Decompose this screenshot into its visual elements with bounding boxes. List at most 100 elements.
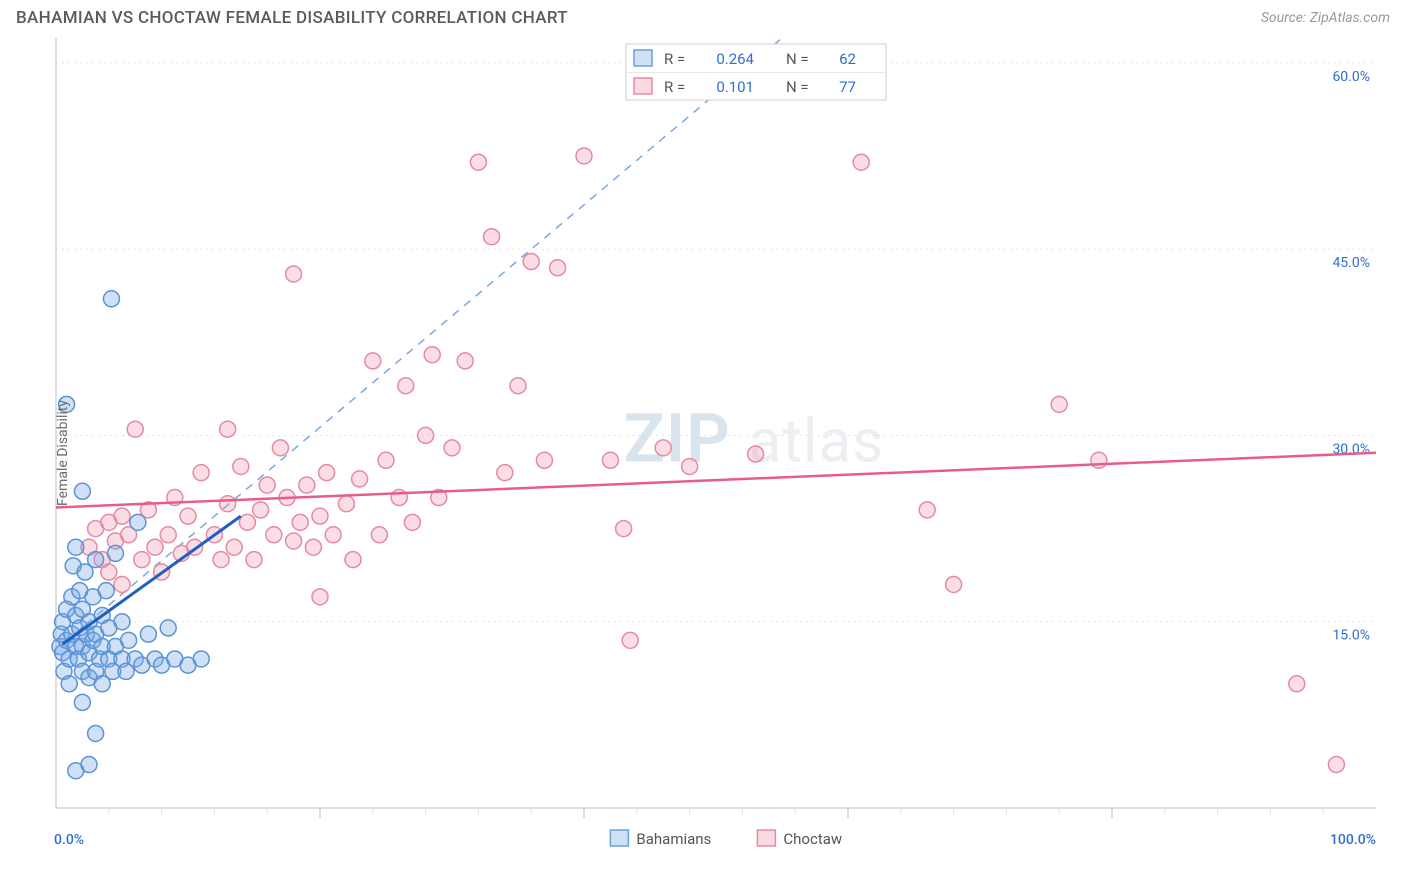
y-axis-label: Female Disability [55, 400, 71, 506]
legend-swatch [610, 830, 628, 846]
scatter-point-choctaw [622, 632, 638, 648]
scatter-point-choctaw [946, 576, 962, 592]
scatter-point-choctaw [576, 148, 592, 164]
scatter-point-choctaw [682, 458, 698, 474]
scatter-point-choctaw [233, 458, 249, 474]
scatter-point-choctaw [616, 521, 632, 537]
scatter-point-choctaw [444, 440, 460, 456]
scatter-point-bahamians [74, 483, 90, 499]
scatter-point-choctaw [655, 440, 671, 456]
scatter-point-choctaw [418, 427, 434, 443]
scatter-point-choctaw [484, 229, 500, 245]
scatter-point-bahamians [140, 626, 156, 642]
stat-n-label: N = [786, 50, 809, 68]
scatter-point-choctaw [220, 421, 236, 437]
scatter-point-choctaw [319, 465, 335, 481]
scatter-point-choctaw [312, 589, 328, 605]
scatter-point-bahamians [88, 725, 104, 741]
legend-label: Choctaw [783, 830, 842, 848]
scatter-point-bahamians [98, 583, 114, 599]
scatter-point-choctaw [510, 378, 526, 394]
stat-box: R = 0.264 N = 62 R = 0.101 N = 77 [626, 44, 886, 100]
scatter-point-bahamians [68, 539, 84, 555]
scatter-point-choctaw [919, 502, 935, 518]
scatter-point-choctaw [398, 378, 414, 394]
scatter-point-choctaw [550, 260, 566, 276]
scatter-point-choctaw [193, 465, 209, 481]
scatter-point-choctaw [272, 440, 288, 456]
legend-label: Bahamians [636, 830, 711, 848]
scatter-point-choctaw [352, 471, 368, 487]
scatter-point-bahamians [74, 694, 90, 710]
scatter-point-choctaw [1091, 452, 1107, 468]
scatter-point-bahamians [193, 651, 209, 667]
scatter-point-bahamians [130, 514, 146, 530]
scatter-point-bahamians [160, 620, 176, 636]
trendline-blue [63, 516, 241, 644]
scatter-point-choctaw [286, 266, 302, 282]
scatter-point-choctaw [523, 254, 539, 270]
scatter-point-choctaw [404, 514, 420, 530]
scatter-point-choctaw [1328, 757, 1344, 773]
scatter-point-choctaw [292, 514, 308, 530]
scatter-point-choctaw [536, 452, 552, 468]
stat-swatch [634, 78, 652, 94]
scatter-point-choctaw [246, 552, 262, 568]
stat-r-value: 0.101 [716, 78, 754, 96]
scatter-point-choctaw [497, 465, 513, 481]
scatter-point-choctaw [371, 527, 387, 543]
legend: Bahamians Choctaw [610, 830, 842, 848]
scatter-point-choctaw [253, 502, 269, 518]
scatter-point-choctaw [338, 496, 354, 512]
x-min-label: 0.0% [54, 832, 84, 848]
scatter-point-choctaw [748, 446, 764, 462]
chart-area: Female Disability 15.0%30.0%45.0%60.0%ZI… [16, 38, 1390, 868]
y-tick-label: 60.0% [1332, 69, 1370, 85]
scatter-point-choctaw [325, 527, 341, 543]
y-tick-label: 15.0% [1332, 628, 1370, 644]
scatter-point-bahamians [61, 676, 77, 692]
stat-r-value: 0.264 [716, 50, 754, 68]
scatter-point-choctaw [114, 576, 130, 592]
scatter-point-choctaw [457, 353, 473, 369]
scatter-point-choctaw [266, 527, 282, 543]
trendline-blue-dashed [63, 38, 782, 644]
stat-r-label: R = [664, 50, 685, 68]
scatter-point-choctaw [160, 527, 176, 543]
scatter-point-bahamians [114, 614, 130, 630]
legend-swatch [757, 830, 775, 846]
y-tick-label: 45.0% [1332, 255, 1370, 271]
x-max-label: 100.0% [1330, 832, 1376, 848]
scatter-point-choctaw [365, 353, 381, 369]
scatter-point-choctaw [470, 154, 486, 170]
stat-n-label: N = [786, 78, 809, 96]
stat-r-label: R = [664, 78, 685, 96]
scatter-point-bahamians [81, 757, 97, 773]
scatter-point-choctaw [127, 421, 143, 437]
scatter-point-choctaw [147, 539, 163, 555]
scatter-point-choctaw [312, 508, 328, 524]
scatter-point-bahamians [88, 552, 104, 568]
scatter-point-choctaw [853, 154, 869, 170]
scatter-point-choctaw [226, 539, 242, 555]
scatter-point-choctaw [286, 533, 302, 549]
scatter-point-bahamians [103, 291, 119, 307]
scatter-point-choctaw [213, 552, 229, 568]
scatter-point-choctaw [180, 508, 196, 524]
scatter-point-choctaw [345, 552, 361, 568]
stat-n-value: 62 [839, 50, 856, 68]
stat-n-value: 77 [839, 78, 856, 96]
scatter-point-choctaw [259, 477, 275, 493]
chart-source: Source: ZipAtlas.com [1261, 10, 1390, 26]
chart-svg: 15.0%30.0%45.0%60.0%ZIPatlas0.0%100.0%R … [16, 38, 1390, 868]
scatter-point-choctaw [378, 452, 394, 468]
scatter-point-choctaw [424, 347, 440, 363]
scatter-point-choctaw [602, 452, 618, 468]
scatter-point-choctaw [134, 552, 150, 568]
scatter-point-choctaw [1051, 396, 1067, 412]
scatter-point-choctaw [1289, 676, 1305, 692]
stat-swatch [634, 50, 652, 66]
scatter-point-choctaw [305, 539, 321, 555]
watermark-zip: ZIP [624, 399, 731, 479]
scatter-point-choctaw [101, 564, 117, 580]
